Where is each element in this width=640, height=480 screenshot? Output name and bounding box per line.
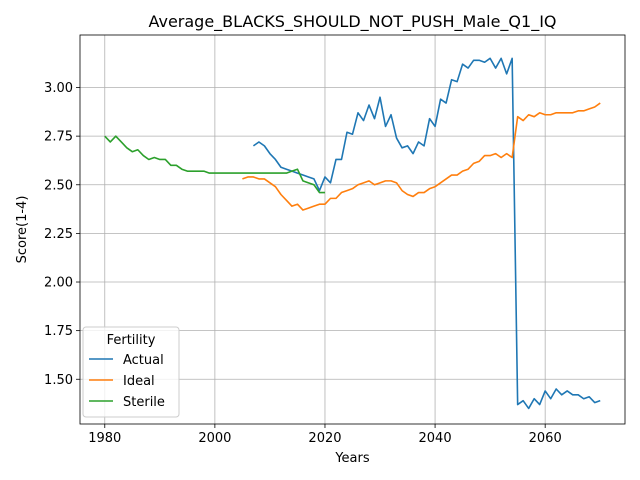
- legend-entry-actual: Actual: [123, 353, 164, 368]
- y-tick-label: 1.75: [44, 324, 73, 339]
- y-axis-ticks: 1.50 1.75 2.00 2.25 2.50 2.75 3.00: [44, 81, 80, 388]
- x-tick-label: 2020: [308, 431, 341, 446]
- x-tick-label: 1980: [88, 431, 121, 446]
- x-axis-ticks: 1980 2000 2020 2040 2060: [88, 424, 562, 446]
- y-tick-label: 2.50: [44, 178, 73, 193]
- y-tick-label: 2.00: [44, 276, 73, 291]
- series-line-actual: [252, 57, 601, 410]
- plot-area-frame: [79, 34, 626, 425]
- legend-title: Fertility: [107, 333, 156, 348]
- series-line-sterile: [104, 135, 325, 194]
- x-tick-label: 2040: [419, 431, 452, 446]
- y-axis-label: Score(1-4): [15, 196, 30, 264]
- chart-title: Average_BLACKS_SHOULD_NOT_PUSH_Male_Q1_I…: [148, 12, 556, 32]
- x-tick-label: 2000: [198, 431, 231, 446]
- y-tick-label: 2.25: [44, 227, 73, 242]
- y-tick-label: 1.50: [44, 373, 73, 388]
- legend-entry-ideal: Ideal: [123, 374, 155, 389]
- x-tick-label: 2060: [529, 431, 562, 446]
- y-tick-label: 3.00: [44, 81, 73, 96]
- series-lines: [104, 57, 601, 410]
- x-axis-label: Years: [334, 451, 370, 466]
- y-tick-label: 2.75: [44, 130, 73, 145]
- legend-items: Actual Ideal Sterile: [89, 353, 165, 410]
- legend-box: [82, 326, 180, 418]
- legend-entry-sterile: Sterile: [123, 395, 165, 410]
- series-line-ideal: [242, 102, 601, 211]
- legend: Fertility Actual Ideal Sterile: [82, 326, 180, 418]
